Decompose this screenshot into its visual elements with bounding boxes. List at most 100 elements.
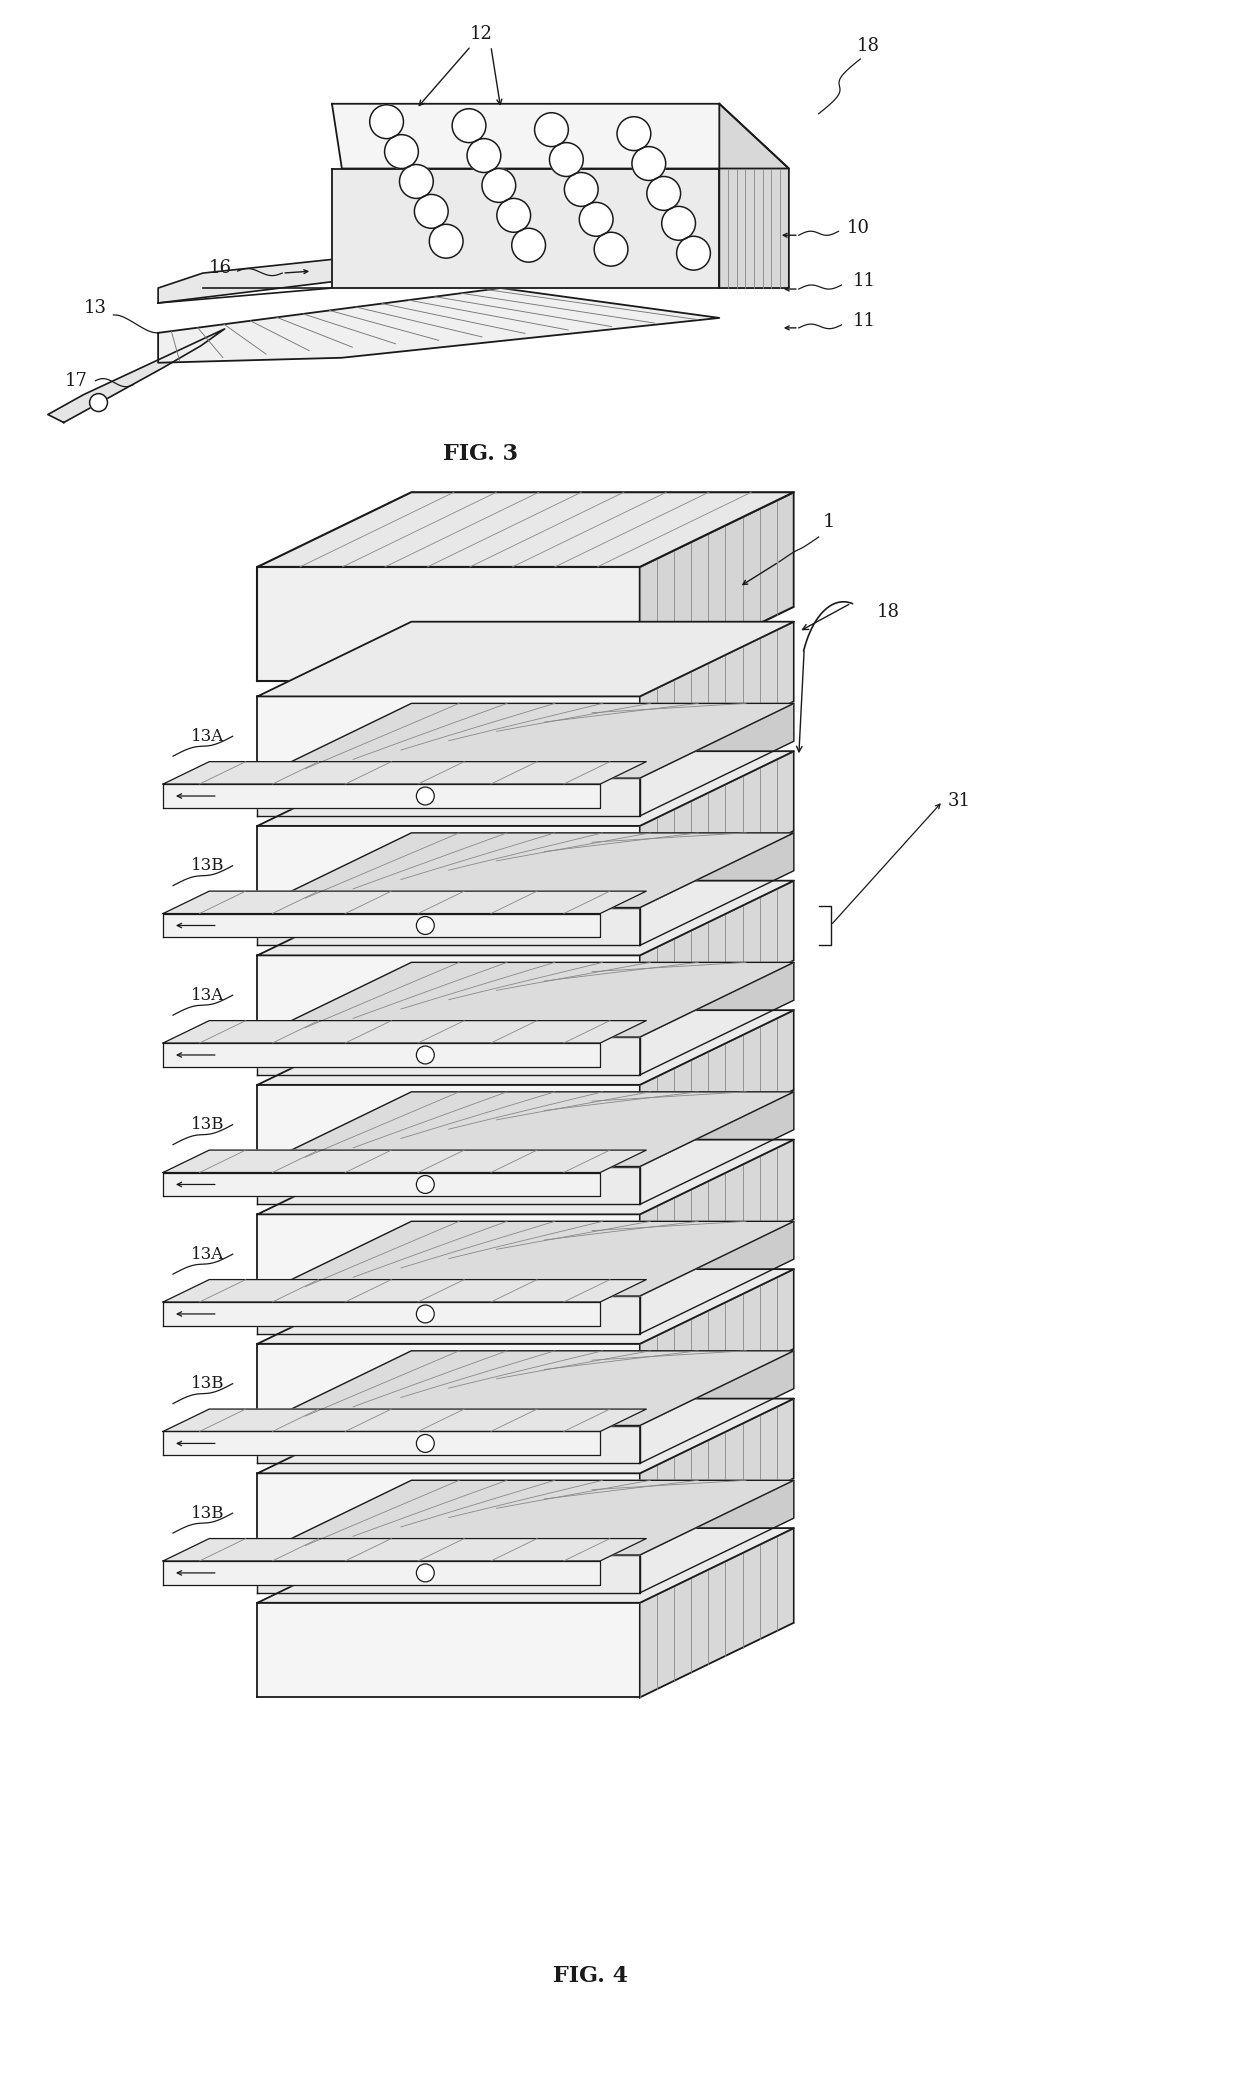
Text: 13B: 13B — [191, 1506, 224, 1522]
Circle shape — [632, 147, 666, 181]
Circle shape — [453, 109, 486, 143]
Circle shape — [417, 916, 434, 934]
Text: 13B: 13B — [191, 857, 224, 874]
Circle shape — [564, 172, 598, 206]
Text: 13B: 13B — [191, 1117, 224, 1134]
Polygon shape — [258, 1474, 640, 1554]
Circle shape — [417, 1304, 434, 1323]
Text: 11: 11 — [853, 313, 875, 330]
Polygon shape — [164, 914, 600, 937]
Circle shape — [497, 197, 531, 233]
Polygon shape — [258, 1214, 640, 1294]
Polygon shape — [640, 1092, 794, 1205]
Polygon shape — [164, 762, 646, 783]
Text: 11: 11 — [853, 273, 875, 290]
Polygon shape — [164, 1432, 600, 1455]
Polygon shape — [48, 330, 224, 422]
Circle shape — [677, 235, 711, 271]
Polygon shape — [258, 825, 640, 905]
Polygon shape — [258, 956, 640, 1035]
Polygon shape — [640, 1399, 794, 1554]
Polygon shape — [258, 704, 794, 779]
Polygon shape — [640, 704, 794, 817]
Polygon shape — [640, 1480, 794, 1592]
Polygon shape — [258, 1426, 640, 1464]
Polygon shape — [332, 168, 719, 288]
Polygon shape — [258, 1399, 794, 1474]
Polygon shape — [640, 1268, 794, 1424]
Polygon shape — [640, 752, 794, 905]
Polygon shape — [258, 1296, 640, 1334]
Polygon shape — [258, 1350, 794, 1426]
Text: 13: 13 — [84, 298, 107, 317]
Circle shape — [417, 1046, 434, 1065]
Polygon shape — [164, 1021, 646, 1044]
Polygon shape — [258, 1480, 794, 1554]
Polygon shape — [258, 1010, 794, 1086]
Polygon shape — [640, 962, 794, 1075]
Polygon shape — [258, 834, 794, 907]
Polygon shape — [640, 491, 794, 682]
Circle shape — [370, 105, 403, 139]
Polygon shape — [258, 1037, 640, 1075]
Polygon shape — [258, 1092, 794, 1166]
Circle shape — [414, 195, 448, 229]
Polygon shape — [164, 1409, 646, 1432]
Polygon shape — [258, 1602, 640, 1697]
Polygon shape — [258, 880, 794, 956]
Polygon shape — [258, 1222, 794, 1296]
Polygon shape — [258, 491, 794, 567]
Polygon shape — [164, 890, 646, 914]
Polygon shape — [258, 567, 640, 682]
Polygon shape — [258, 1086, 640, 1166]
Polygon shape — [258, 907, 640, 945]
Polygon shape — [258, 1268, 794, 1344]
Polygon shape — [258, 1344, 640, 1424]
Polygon shape — [640, 1222, 794, 1334]
Polygon shape — [159, 288, 719, 363]
Polygon shape — [159, 246, 501, 302]
Text: 31: 31 — [947, 792, 971, 811]
Polygon shape — [164, 1044, 600, 1067]
Text: FIG. 3: FIG. 3 — [444, 443, 518, 466]
Polygon shape — [258, 962, 794, 1037]
Polygon shape — [258, 1529, 794, 1602]
Circle shape — [549, 143, 583, 176]
Polygon shape — [640, 1529, 794, 1697]
Circle shape — [594, 233, 627, 267]
Polygon shape — [640, 880, 794, 1035]
Circle shape — [647, 176, 681, 210]
Circle shape — [399, 164, 433, 197]
Polygon shape — [640, 1140, 794, 1294]
Text: 13B: 13B — [191, 1376, 224, 1392]
Polygon shape — [164, 1560, 600, 1586]
Circle shape — [534, 113, 568, 147]
Polygon shape — [164, 1279, 646, 1302]
Text: 13A: 13A — [191, 729, 224, 746]
Circle shape — [467, 139, 501, 172]
Polygon shape — [332, 103, 789, 168]
Polygon shape — [164, 1172, 600, 1197]
Circle shape — [512, 229, 546, 262]
Circle shape — [417, 1434, 434, 1453]
Polygon shape — [258, 752, 794, 825]
Polygon shape — [258, 1140, 794, 1214]
Text: 17: 17 — [66, 372, 88, 391]
Circle shape — [429, 225, 463, 258]
Circle shape — [662, 206, 696, 239]
Polygon shape — [640, 834, 794, 945]
Polygon shape — [258, 1166, 640, 1205]
Polygon shape — [258, 779, 640, 817]
Text: 13A: 13A — [191, 987, 224, 1004]
Polygon shape — [719, 103, 789, 288]
Polygon shape — [640, 622, 794, 777]
Polygon shape — [164, 1539, 646, 1560]
Polygon shape — [164, 783, 600, 808]
Circle shape — [482, 168, 516, 202]
Text: 13A: 13A — [191, 1245, 224, 1262]
Circle shape — [417, 1564, 434, 1581]
Polygon shape — [640, 1010, 794, 1166]
Text: 16: 16 — [210, 258, 232, 277]
Circle shape — [384, 134, 418, 168]
Polygon shape — [258, 1554, 640, 1592]
